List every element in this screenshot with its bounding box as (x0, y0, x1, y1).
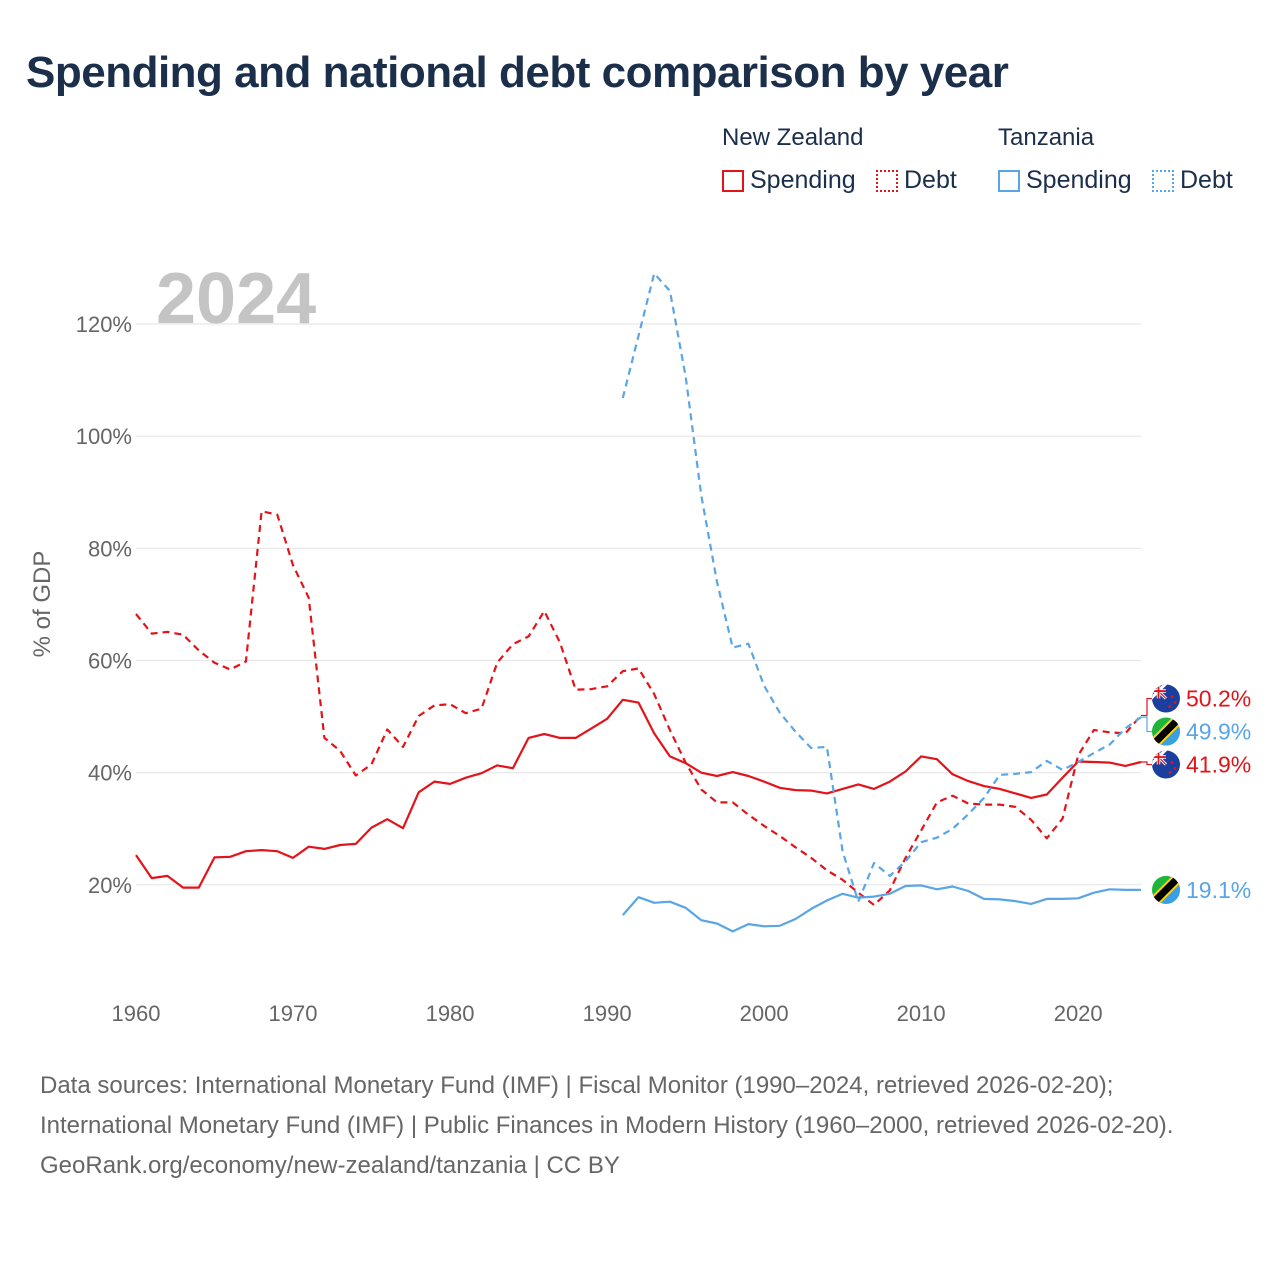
x-tick-label: 1990 (583, 1001, 632, 1026)
legend-item-nz-spending[interactable]: Spending (722, 166, 856, 195)
y-tick-label: 20% (88, 873, 132, 898)
legend-item-label: Debt (904, 166, 957, 194)
data-sources: Data sources: International Monetary Fun… (40, 1072, 1174, 1139)
series-line-0[interactable] (135, 698, 1142, 889)
legend-item-nz-debt[interactable]: Debt (876, 166, 957, 195)
legend-item-label: Spending (750, 166, 856, 194)
x-tick-label: 2000 (740, 1001, 789, 1026)
x-tick-label: 1970 (269, 1001, 318, 1026)
gridlines (136, 323, 1141, 886)
legend-item-tz-debt[interactable]: Debt (1152, 166, 1233, 195)
credit-link[interactable]: GeoRank.org/economy/new-zealand/tanzania… (40, 1152, 620, 1179)
series-line-2[interactable] (621, 272, 1142, 903)
x-tick-label: 1980 (426, 1001, 475, 1026)
dotted-line-swatch-icon (1152, 169, 1174, 192)
legend-item-label: Spending (1026, 166, 1132, 194)
y-tick-label: 40% (88, 761, 132, 786)
end-leader-line (1141, 697, 1154, 717)
footer: Data sources: International Monetary Fun… (40, 1066, 1240, 1186)
end-value-label: 19.1% (1186, 877, 1251, 903)
legend-item-label: Debt (1180, 166, 1233, 194)
series-line-3[interactable] (621, 884, 1141, 933)
tanzania-flag-icon (1151, 717, 1181, 747)
line-chart: 2024 % of GDP 20%40%60%80%100%120% 1960 1… (29, 259, 1251, 1026)
end-value-label: 41.9% (1186, 752, 1251, 778)
x-tick-label: 2010 (897, 1001, 946, 1026)
end-leader-line (1141, 716, 1154, 733)
end-value-label: 49.9% (1186, 719, 1251, 745)
x-tick-label: 1960 (112, 1001, 161, 1026)
x-tick-label: 2020 (1054, 1001, 1103, 1026)
legend-country-label: New Zealand (722, 124, 864, 151)
end-markers: 50.2% 49.9% 41.9% 19.1% (1141, 684, 1251, 905)
series-line-1[interactable] (135, 510, 1142, 907)
series-lines (135, 272, 1142, 933)
y-tick-label: 120% (76, 312, 132, 337)
solid-line-swatch-icon (998, 169, 1020, 192)
y-axis-ticks: 20% 40% 60% 80% 100% 120% (76, 312, 132, 898)
new-zealand-flag-icon (1151, 684, 1181, 714)
end-value-label: 50.2% (1186, 686, 1251, 712)
legend-item-tz-spending[interactable]: Spending (998, 166, 1132, 195)
y-axis-label: % of GDP (29, 551, 56, 658)
x-axis-ticks: 1960 1970 1980 1990 2000 2010 2020 (112, 1001, 1103, 1026)
y-tick-label: 80% (88, 536, 132, 561)
year-watermark: 2024 (156, 259, 316, 339)
dotted-line-swatch-icon (876, 169, 898, 192)
chart-title: Spending and national debt comparison by… (26, 48, 1009, 97)
new-zealand-flag-icon (1151, 750, 1181, 780)
tanzania-flag-icon (1151, 875, 1181, 905)
y-tick-label: 100% (76, 424, 132, 449)
solid-line-swatch-icon (722, 169, 744, 192)
end-leader-line (1141, 761, 1154, 766)
legend-country-label: Tanzania (998, 124, 1095, 151)
y-tick-label: 60% (88, 649, 132, 674)
